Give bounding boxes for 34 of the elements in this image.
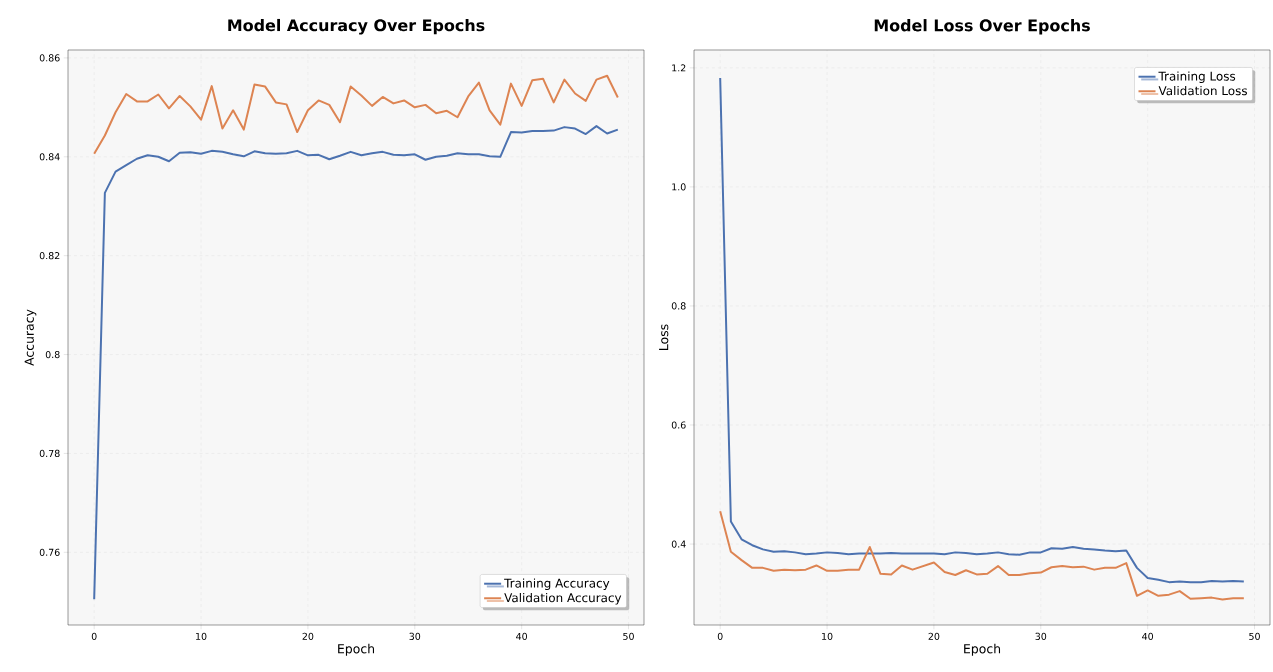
y-axis-title: Loss xyxy=(659,324,669,350)
y-tick-label: 0.78 xyxy=(39,449,60,458)
y-tick-label: 0.84 xyxy=(39,153,60,161)
x-tick-label: 0 xyxy=(717,632,723,640)
x-tick-label: 10 xyxy=(196,632,207,640)
y-tick-label: 0.8 xyxy=(45,350,60,359)
x-tick-label: 50 xyxy=(1249,632,1260,640)
x-axis-title: Epoch xyxy=(964,643,1001,656)
y-tick-label: 1.0 xyxy=(672,183,686,191)
x-tick-label: 40 xyxy=(516,632,528,640)
x-tick-label: 50 xyxy=(623,632,634,640)
chart-title: Model Loss Over Epochs xyxy=(874,19,1090,35)
y-tick-label: 0.6 xyxy=(671,421,686,429)
x-axis-title: Epoch xyxy=(338,643,375,656)
legend-label: Training Accuracy xyxy=(504,578,610,590)
x-tick-label: 10 xyxy=(822,632,833,640)
chart-title: Model Accuracy Over Epochs xyxy=(228,18,485,35)
x-tick-label: 20 xyxy=(928,632,940,640)
legend-label: Validation Accuracy xyxy=(504,592,622,605)
y-tick-label: 0.86 xyxy=(39,54,60,62)
y-axis-title: Accuracy xyxy=(24,309,37,366)
y-tick-label: 0.4 xyxy=(671,540,686,548)
legend-label: Training Loss xyxy=(1158,71,1236,83)
x-tick-label: 40 xyxy=(1142,632,1154,640)
legend-label: Validation Loss xyxy=(1158,85,1247,96)
x-tick-label: 30 xyxy=(409,632,421,640)
y-tick-label: 0.76 xyxy=(39,548,60,556)
x-tick-label: 30 xyxy=(1035,632,1047,640)
line-series xyxy=(93,74,619,155)
y-tick-label: 0.82 xyxy=(39,252,60,260)
x-tick-label: 20 xyxy=(302,632,314,640)
y-tick-label: 0.8 xyxy=(671,302,686,310)
x-tick-label: 0 xyxy=(91,632,97,640)
y-tick-label: 1.2 xyxy=(672,64,686,72)
